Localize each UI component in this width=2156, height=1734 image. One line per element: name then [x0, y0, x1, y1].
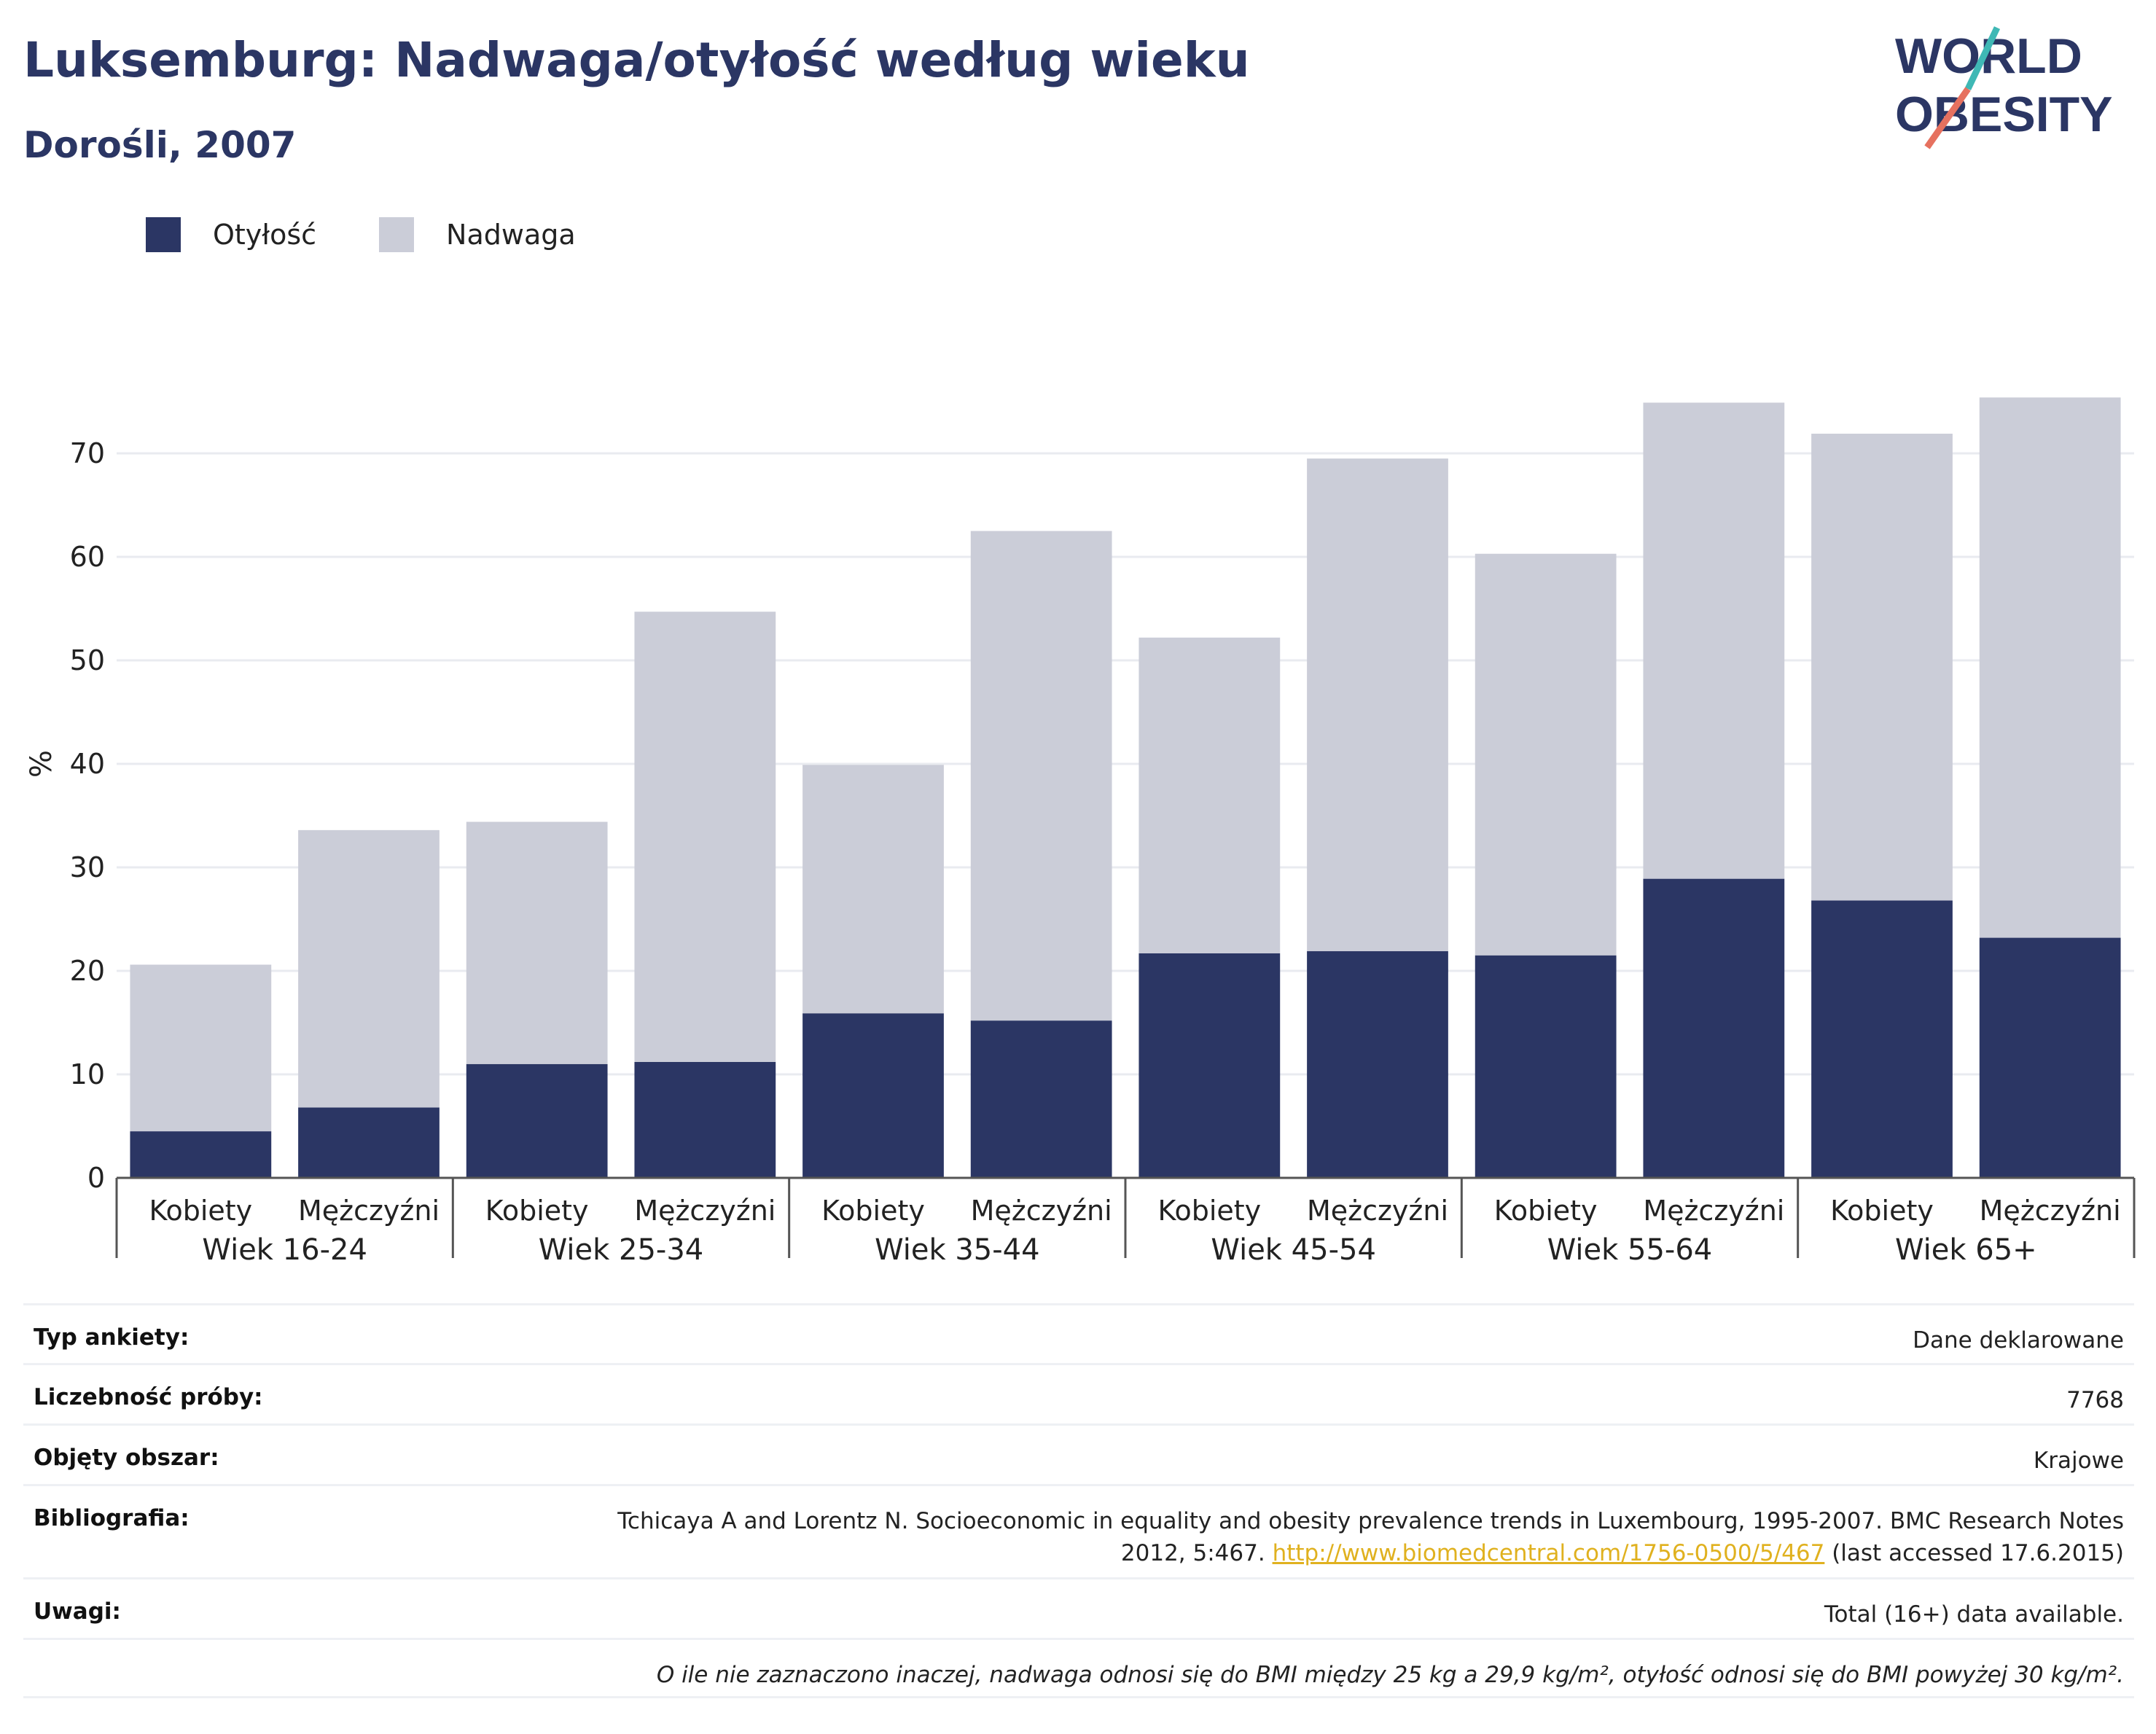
x-tick-label-sex: Kobiety [1494, 1195, 1598, 1227]
bar-obesity [1979, 937, 2121, 1178]
legend-item-overweight: Nadwaga [379, 217, 638, 252]
x-tick-label-sex: Kobiety [1157, 1195, 1261, 1227]
logo-line2: OBESITY [1895, 87, 2113, 142]
x-tick-label-age-group: Wiek 16-24 [202, 1233, 367, 1267]
y-tick-label: 0 [87, 1162, 105, 1194]
y-tick-label: 40 [70, 748, 105, 780]
bar-overweight [634, 612, 776, 1062]
y-tick-label: 70 [70, 437, 105, 469]
info-footnote: O ile nie zaznaczono inaczej, nadwaga od… [656, 1662, 2124, 1688]
legend-item-obesity: Otyłość [146, 217, 379, 252]
logo-coral-stroke [1924, 87, 1971, 149]
info-row-bibliography: Bibliografia: Tchicaya A and Lorentz N. … [23, 1484, 2134, 1577]
logo-teal-stroke [1964, 26, 2001, 90]
bibliography-accessed: (last accessed 17.6.2015) [1832, 1540, 2124, 1566]
x-tick-label-age-group: Wiek 65+ [1895, 1233, 2037, 1267]
bar-obesity [298, 1107, 440, 1178]
x-tick-label-sex: Kobiety [1830, 1195, 1934, 1227]
bar-obesity [1307, 951, 1448, 1178]
info-value-sample-size: 7768 [2066, 1387, 2124, 1413]
x-tick-label-sex: Kobiety [149, 1195, 252, 1227]
bibliography-text: Tchicaya A and Lorentz N. Socioeconomic … [617, 1508, 2124, 1534]
info-row-notes: Uwagi: Total (16+) data available. [23, 1577, 2134, 1638]
page-subtitle: Dorośli, 2007 [23, 124, 297, 166]
info-value-notes: Total (16+) data available. [1824, 1601, 2124, 1628]
info-row-sample-size: Liczebność próby: 7768 [23, 1363, 2134, 1423]
y-tick-label: 20 [70, 955, 105, 987]
x-tick-label-sex: Kobiety [485, 1195, 589, 1227]
y-axis-label: % [25, 750, 58, 778]
bar-obesity [130, 1131, 272, 1178]
bar-overweight [466, 821, 608, 1064]
bar-overweight [1307, 458, 1448, 952]
info-key-sample-size: Liczebność próby: [34, 1384, 263, 1410]
info-key-notes: Uwagi: [34, 1598, 121, 1625]
bar-overweight [1475, 553, 1617, 956]
info-key-bibliography: Bibliografia: [34, 1505, 190, 1531]
bar-obesity [1643, 878, 1785, 1178]
info-table: Typ ankiety: Dane deklarowane Liczebność… [23, 1303, 2134, 1698]
y-tick-label: 30 [70, 851, 105, 883]
bar-overweight [1138, 637, 1281, 953]
info-row-footnote: O ile nie zaznaczono inaczej, nadwaga od… [23, 1638, 2134, 1698]
legend-swatch-obesity [146, 217, 181, 252]
bar-obesity [970, 1020, 1112, 1178]
x-tick-label-sex: Mężczyźni [1980, 1195, 2121, 1227]
info-key-area: Objęty obszar: [34, 1445, 219, 1471]
y-tick-label: 60 [70, 541, 105, 573]
info-key-survey-type: Typ ankiety: [34, 1324, 190, 1351]
info-row-area: Objęty obszar: Krajowe [23, 1423, 2134, 1484]
x-tick-label-age-group: Wiek 35-44 [875, 1233, 1040, 1267]
x-tick-label-sex: Kobiety [821, 1195, 925, 1227]
bar-obesity [1475, 955, 1617, 1178]
info-value-bibliography: Tchicaya A and Lorentz N. Socioeconomic … [617, 1505, 2124, 1569]
bar-overweight [130, 964, 272, 1132]
bar-overweight [802, 765, 944, 1014]
bar-obesity [634, 1061, 776, 1178]
bar-overweight [970, 531, 1112, 1021]
bar-overweight [1811, 434, 1953, 901]
x-tick-label-sex: Mężczyźni [971, 1195, 1112, 1227]
y-tick-label: 10 [70, 1058, 105, 1090]
x-tick-label-sex: Mężczyźni [1643, 1195, 1784, 1227]
stacked-bar-chart: 0 10 20 30 40 50 60 70% Kobiety Mężczyźni Kobiety M… [25, 397, 2136, 1267]
info-value-survey-type: Dane deklarowane [1913, 1327, 2124, 1354]
bar-overweight [1643, 402, 1785, 879]
legend-swatch-overweight [379, 217, 415, 252]
bar-overweight [298, 829, 440, 1108]
x-tick-label-sex: Mężczyźni [1307, 1195, 1448, 1227]
bibliography-link[interactable]: http://www.biomedcentral.com/1756-0500/5… [1272, 1540, 1825, 1566]
x-tick-label-sex: Mężczyźni [298, 1195, 440, 1227]
legend-label-overweight: Nadwaga [446, 219, 576, 251]
bibliography-year: 2012, 5:467. [1120, 1540, 1265, 1566]
info-value-area: Krajowe [2033, 1448, 2124, 1474]
page-title: Luksemburg: Nadwaga/otyłość według wieku [23, 32, 1250, 88]
bar-obesity [1138, 953, 1281, 1178]
bar-overweight [1979, 397, 2121, 938]
y-tick-label: 50 [70, 644, 105, 676]
bar-obesity [1811, 900, 1953, 1178]
bar-obesity [466, 1063, 608, 1178]
logo-line1: WORLD [1895, 28, 2082, 84]
chart-legend: Otyłość Nadwaga [146, 217, 638, 252]
x-tick-label-sex: Mężczyźni [634, 1195, 776, 1227]
x-tick-label-age-group: Wiek 45-54 [1211, 1233, 1376, 1267]
bar-obesity [802, 1013, 944, 1178]
x-tick-label-age-group: Wiek 55-64 [1547, 1233, 1713, 1267]
world-obesity-logo: WORLD OBESITY [1895, 26, 2113, 149]
info-row-survey-type: Typ ankiety: Dane deklarowane [23, 1303, 2134, 1363]
x-tick-label-age-group: Wiek 25-34 [539, 1233, 704, 1267]
legend-label-obesity: Otyłość [213, 219, 317, 251]
